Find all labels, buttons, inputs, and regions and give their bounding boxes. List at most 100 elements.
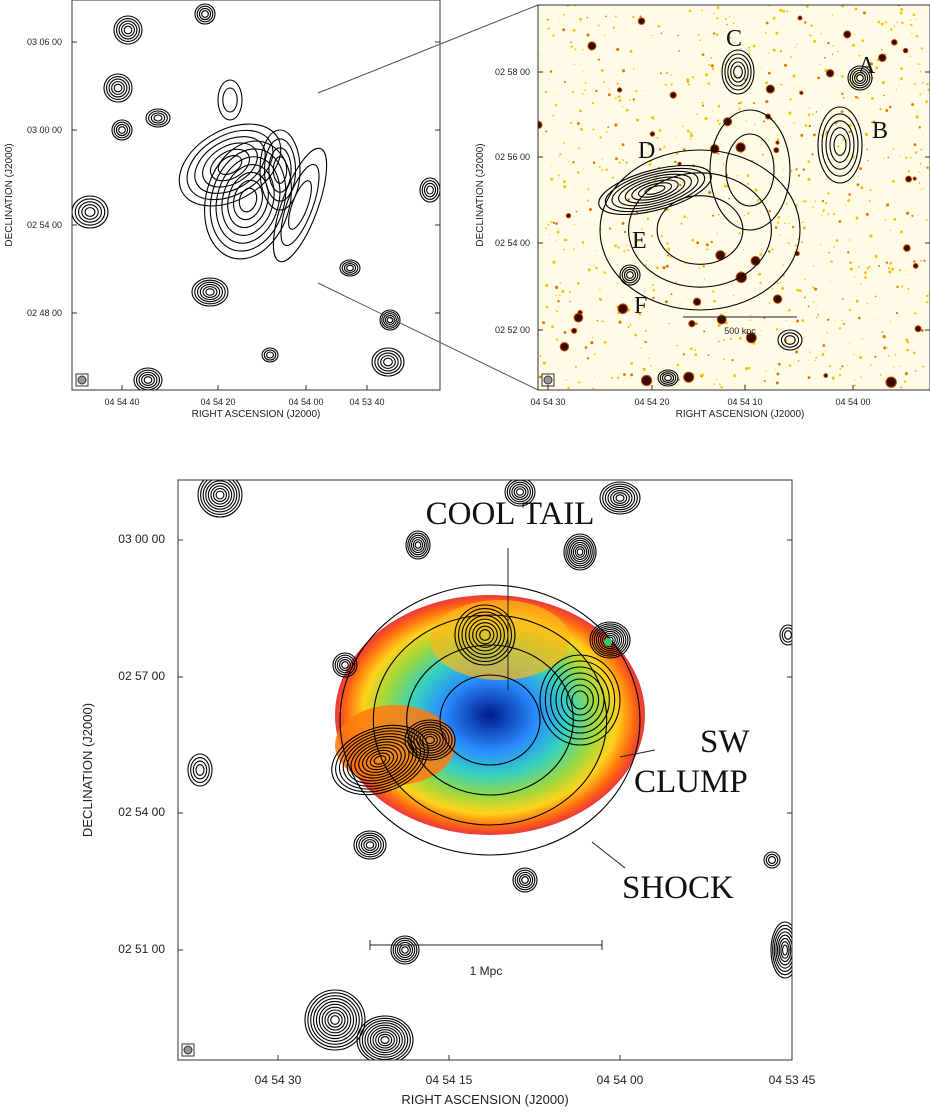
- optical-dot: [867, 303, 869, 305]
- optical-dot: [715, 379, 717, 381]
- optical-dot: [588, 265, 589, 266]
- contour: [766, 854, 777, 865]
- optical-dot: [704, 117, 707, 120]
- optical-dot: [663, 146, 665, 148]
- optical-dot: [610, 336, 611, 337]
- optical-dot: [651, 35, 652, 36]
- optical-dot: [698, 34, 700, 36]
- optical-dot: [915, 19, 916, 20]
- optical-dot: [813, 40, 816, 43]
- optical-dot: [671, 74, 673, 76]
- optical-dot: [775, 226, 778, 229]
- optical-dot: [702, 104, 704, 106]
- optical-dot: [767, 214, 768, 215]
- optical-dot: [745, 367, 748, 370]
- contour: [340, 260, 360, 276]
- optical-dot: [573, 248, 575, 250]
- optical-dot: [815, 201, 816, 202]
- optical-dot: [800, 134, 803, 137]
- optical-dot: [604, 271, 606, 273]
- optical-dot: [802, 221, 804, 223]
- optical-dot: [926, 295, 929, 298]
- contour: [375, 351, 401, 374]
- optical-dot: [584, 242, 585, 243]
- optical-dot: [700, 126, 701, 127]
- optical-dot: [660, 72, 662, 74]
- optical-dot: [604, 341, 607, 344]
- optical-dot: [665, 300, 668, 303]
- optical-dot: [652, 284, 654, 286]
- y-tick-label: 02 57 00: [118, 669, 165, 683]
- optical-dot: [900, 77, 903, 80]
- optical-dot: [748, 367, 751, 370]
- optical-dot: [795, 350, 798, 353]
- optical-dot: [622, 143, 625, 146]
- optical-dot: [893, 366, 894, 367]
- optical-dot: [718, 123, 720, 125]
- optical-dot: [550, 221, 552, 223]
- optical-dot: [680, 303, 681, 304]
- optical-dot: [894, 25, 896, 27]
- optical-dot: [769, 302, 770, 303]
- optical-dot: [897, 151, 898, 152]
- optical-dot: [619, 321, 622, 324]
- optical-dot: [753, 102, 755, 104]
- optical-dot: [574, 189, 575, 190]
- optical-dot: [569, 329, 570, 330]
- optical-dot: [872, 212, 873, 213]
- optical-dot: [926, 83, 928, 85]
- optical-dot: [858, 317, 861, 320]
- optical-source: [618, 304, 628, 314]
- optical-dot: [841, 93, 843, 95]
- optical-dot: [679, 50, 680, 51]
- optical-dot: [868, 243, 869, 244]
- contour: [267, 352, 274, 358]
- contour: [564, 534, 596, 570]
- optical-dot: [574, 224, 575, 225]
- optical-source: [751, 256, 760, 265]
- optical-dot: [883, 158, 884, 159]
- optical-dot: [671, 293, 673, 295]
- y-tick-label: 02 54 00: [27, 220, 62, 230]
- optical-dot: [623, 250, 625, 252]
- y-tick-label: 03 00 00: [27, 125, 62, 135]
- optical-dot: [711, 241, 713, 243]
- annotation: CLUMP: [634, 764, 748, 800]
- optical-dot: [823, 343, 824, 344]
- optical-dot: [772, 288, 774, 290]
- optical-dot: [825, 202, 827, 204]
- optical-dot: [886, 203, 889, 206]
- optical-dot: [920, 149, 922, 151]
- optical-dot: [923, 188, 924, 189]
- optical-dot: [866, 149, 868, 151]
- optical-dot: [815, 360, 816, 361]
- optical-dot: [731, 359, 733, 361]
- scale-label: 1 Mpc: [470, 964, 503, 978]
- contour: [365, 1023, 405, 1057]
- source-label: D: [638, 138, 655, 164]
- optical-dot: [590, 341, 593, 344]
- optical-dot: [777, 216, 780, 219]
- optical-dot: [856, 300, 859, 303]
- optical-dot: [712, 290, 714, 292]
- optical-dot: [787, 360, 788, 361]
- optical-dot: [784, 64, 787, 67]
- x-axis-label: RIGHT ASCENSION (J2000): [676, 409, 805, 420]
- optical-dot: [703, 330, 705, 332]
- optical-dot: [911, 103, 914, 106]
- optical-dot: [883, 346, 886, 349]
- optical-source: [913, 264, 918, 269]
- source-label: F: [634, 293, 647, 319]
- optical-dot: [863, 245, 864, 246]
- y-tick-label: 02 52 00: [495, 325, 530, 335]
- optical-dot: [918, 63, 920, 65]
- optical-dot: [711, 64, 714, 67]
- optical-dot: [542, 267, 543, 268]
- optical-dot: [556, 310, 558, 312]
- optical-dot: [875, 255, 878, 258]
- optical-dot: [924, 140, 925, 141]
- optical-dot: [626, 245, 627, 246]
- optical-dot: [599, 166, 601, 168]
- contour: [284, 178, 316, 232]
- optical-dot: [589, 208, 592, 211]
